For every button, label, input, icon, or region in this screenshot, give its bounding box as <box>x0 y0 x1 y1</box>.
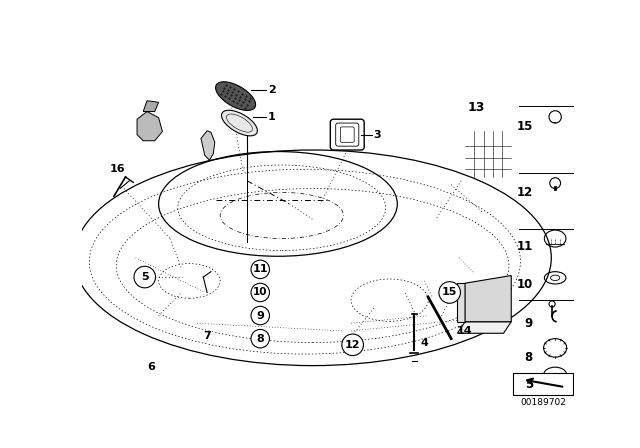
Circle shape <box>251 283 269 302</box>
Text: 12: 12 <box>516 186 533 199</box>
Circle shape <box>342 334 364 356</box>
Text: 7: 7 <box>204 331 211 340</box>
Circle shape <box>251 260 269 279</box>
Text: 14: 14 <box>456 326 472 336</box>
Text: 10: 10 <box>516 278 533 291</box>
Polygon shape <box>465 276 511 322</box>
Text: 12: 12 <box>345 340 360 350</box>
Polygon shape <box>143 101 159 112</box>
Text: 11: 11 <box>516 240 533 253</box>
Text: 9: 9 <box>525 317 533 330</box>
Text: 13: 13 <box>468 101 485 114</box>
Text: 15: 15 <box>442 288 458 297</box>
Circle shape <box>251 329 269 348</box>
Text: 8: 8 <box>525 351 533 364</box>
Text: 5: 5 <box>141 272 148 282</box>
Polygon shape <box>458 283 465 322</box>
Polygon shape <box>201 131 215 160</box>
Text: 10: 10 <box>253 288 268 297</box>
Text: 8: 8 <box>257 334 264 344</box>
Ellipse shape <box>221 110 257 136</box>
Text: 16: 16 <box>110 164 125 174</box>
Ellipse shape <box>216 82 255 111</box>
Bar <box>513 373 573 395</box>
Text: 6: 6 <box>147 362 155 372</box>
Text: 15: 15 <box>516 121 533 134</box>
Text: 4: 4 <box>420 337 428 348</box>
Text: 3: 3 <box>373 129 381 140</box>
Text: 00189702: 00189702 <box>520 398 566 407</box>
Circle shape <box>251 306 269 325</box>
Text: 2: 2 <box>268 85 276 95</box>
Text: 9: 9 <box>256 310 264 321</box>
Circle shape <box>134 266 156 288</box>
Polygon shape <box>137 112 163 141</box>
Circle shape <box>439 282 460 303</box>
Text: 11: 11 <box>253 264 268 274</box>
Text: 1: 1 <box>268 112 276 122</box>
Polygon shape <box>458 322 511 333</box>
Text: 5: 5 <box>525 379 533 392</box>
